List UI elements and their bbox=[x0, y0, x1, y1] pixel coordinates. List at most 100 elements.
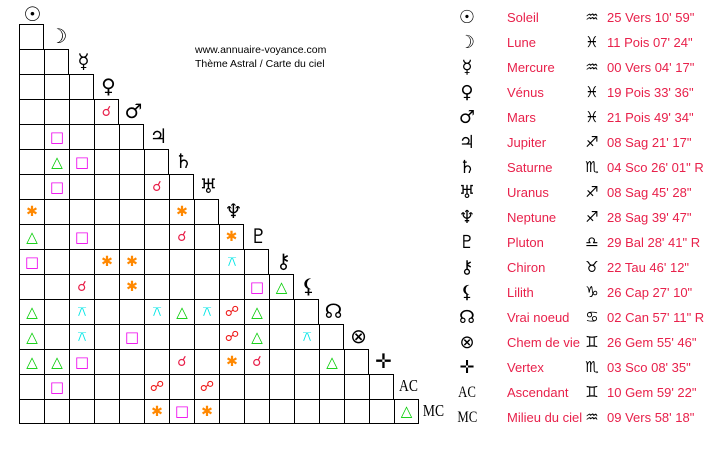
aspect-cell-sextile: ✱ bbox=[119, 274, 144, 299]
planet-position: 02 Can 57' 11" R bbox=[607, 310, 705, 325]
aspect-cell-trine: △ bbox=[244, 324, 269, 349]
aspect-cell bbox=[119, 124, 144, 149]
saturn-icon: ♄ bbox=[174, 148, 193, 173]
trine-icon: △ bbox=[176, 302, 188, 321]
planet-row: ⚷ Chiron ♉ 22 Tau 46' 12" bbox=[455, 255, 705, 280]
quincunx-icon: ⚻ bbox=[77, 304, 87, 320]
aspect-cell bbox=[44, 249, 69, 274]
aspect-cell bbox=[19, 99, 44, 124]
aspect-cell bbox=[169, 249, 194, 274]
aspect-cell-conjunction: ☌ bbox=[169, 349, 194, 374]
aspect-cell-trine: △ bbox=[44, 149, 69, 174]
aspect-cell bbox=[344, 374, 369, 399]
planet-name: Lilith bbox=[507, 285, 534, 300]
pisces-icon: ♓ bbox=[585, 33, 599, 51]
aspect-cell bbox=[69, 174, 94, 199]
watermark-url: www.annuaire-voyance.com bbox=[195, 44, 327, 56]
aspect-cell bbox=[244, 249, 269, 274]
square-icon: □ bbox=[74, 352, 90, 371]
aspect-cell bbox=[269, 299, 294, 324]
aspect-cell bbox=[94, 374, 119, 399]
planet-name: Neptune bbox=[507, 210, 557, 225]
sagittarius-icon: ♐ bbox=[585, 208, 599, 226]
planet-position: 09 Vers 58' 18" bbox=[607, 410, 695, 425]
aspect-cell bbox=[119, 199, 144, 224]
aspect-cell bbox=[69, 99, 94, 124]
aquarius-icon: ♒ bbox=[585, 8, 599, 26]
sextile-icon: ✱ bbox=[176, 204, 188, 220]
planet-name: Vertex bbox=[507, 360, 544, 375]
conjunction-icon: ☌ bbox=[177, 229, 187, 245]
aspect-cell bbox=[94, 324, 119, 349]
planet-position: 08 Sag 21' 17" bbox=[607, 135, 692, 150]
taurus-icon: ♉ bbox=[585, 258, 599, 276]
sagittarius-icon: ♐ bbox=[585, 133, 599, 151]
aspect-cell-trine: △ bbox=[169, 299, 194, 324]
aspect-cell-opposition: ☍ bbox=[194, 374, 219, 399]
aspect-cell bbox=[94, 224, 119, 249]
opposition-icon: ☍ bbox=[149, 379, 165, 395]
aspect-cell bbox=[44, 299, 69, 324]
square-icon: □ bbox=[249, 277, 265, 296]
aspect-cell bbox=[44, 199, 69, 224]
aspect-cell bbox=[94, 149, 119, 174]
planet-row: ♄ Saturne ♏ 04 Sco 26' 01" R bbox=[455, 155, 705, 180]
aspect-cell bbox=[44, 324, 69, 349]
aspect-cell bbox=[269, 399, 294, 424]
sun-icon: ☉ bbox=[458, 7, 476, 28]
aspect-cell bbox=[319, 374, 344, 399]
sextile-icon: ✱ bbox=[126, 254, 138, 270]
sextile-icon: ✱ bbox=[201, 403, 213, 420]
part-of-fortune-icon: ⊗ bbox=[350, 323, 367, 348]
vertex-icon: ✛ bbox=[459, 357, 475, 378]
aspect-cell bbox=[169, 324, 194, 349]
sagittarius-icon: ♐ bbox=[585, 183, 599, 201]
pisces-icon: ♓ bbox=[585, 108, 599, 126]
aspect-cell bbox=[19, 74, 44, 99]
aspect-cell bbox=[194, 224, 219, 249]
aspect-cell bbox=[119, 349, 144, 374]
scorpio-icon: ♏ bbox=[585, 358, 599, 376]
aspect-cell bbox=[269, 374, 294, 399]
trine-icon: △ bbox=[400, 402, 413, 420]
aspect-cell bbox=[44, 49, 69, 74]
aspect-cell-square: □ bbox=[19, 249, 44, 274]
aspect-cell-quincunx: ⚻ bbox=[194, 299, 219, 324]
trine-icon: △ bbox=[251, 327, 263, 346]
trine-icon: △ bbox=[26, 302, 38, 321]
square-icon: □ bbox=[49, 177, 65, 196]
saturn-icon: ♄ bbox=[458, 157, 476, 178]
aspect-cell bbox=[44, 274, 69, 299]
planet-row: ☊ Vrai noeud ♋ 02 Can 57' 11" R bbox=[455, 305, 705, 330]
aspect-cell bbox=[94, 299, 119, 324]
aspect-cell bbox=[69, 74, 94, 99]
aspect-cell bbox=[144, 349, 169, 374]
aspect-cell bbox=[194, 199, 219, 224]
aspect-cell-sextile: ✱ bbox=[194, 399, 219, 424]
aspect-cell bbox=[269, 324, 294, 349]
aspect-cell-sextile: ✱ bbox=[219, 349, 244, 374]
planet-position: 04 Sco 26' 01" R bbox=[607, 160, 704, 175]
planet-name: Chem de vie bbox=[507, 335, 580, 350]
ascendant-label: AC bbox=[458, 384, 476, 401]
planet-position: 03 Sco 08' 35" bbox=[607, 360, 691, 375]
conjunction-icon: ☌ bbox=[101, 104, 112, 120]
mercury-icon: ☿ bbox=[461, 57, 473, 78]
sextile-icon: ✱ bbox=[226, 354, 238, 370]
aspect-cell bbox=[19, 174, 44, 199]
north-node-icon: ☊ bbox=[324, 298, 343, 323]
planet-row: MC Milieu du ciel ♒ 09 Vers 58' 18" bbox=[455, 405, 705, 430]
planet-row: ☿ Mercure ♒ 00 Vers 04' 17" bbox=[455, 55, 705, 80]
aspect-cell-trine: △ bbox=[394, 399, 419, 424]
mars-icon: ♂ bbox=[124, 98, 143, 123]
aspect-cell bbox=[194, 324, 219, 349]
lilith-icon: ⚸ bbox=[460, 282, 474, 303]
aspect-cell bbox=[69, 124, 94, 149]
moon-icon: ☽ bbox=[458, 32, 476, 53]
vertex-icon: ✛ bbox=[375, 348, 392, 373]
aspect-cell bbox=[144, 324, 169, 349]
trine-icon: △ bbox=[275, 277, 288, 296]
aspect-cell-opposition: ☍ bbox=[144, 374, 169, 399]
aspect-cell-trine: △ bbox=[269, 274, 294, 299]
planet-position: 19 Pois 33' 36" bbox=[607, 85, 694, 100]
